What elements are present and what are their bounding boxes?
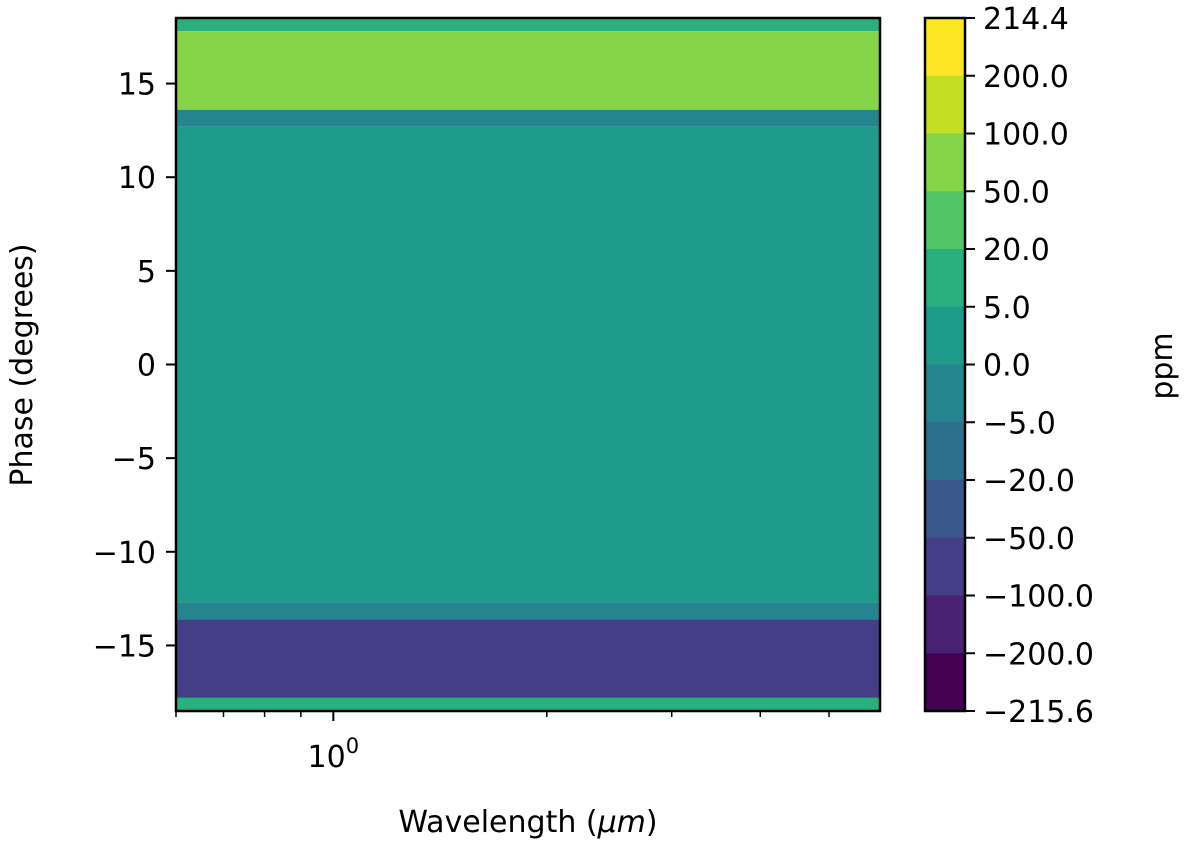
heatmap-band <box>176 126 880 603</box>
colorbar-tick-label: 100.0 <box>983 118 1069 153</box>
heatmap-band <box>176 602 880 620</box>
y-tick-label: 0 <box>137 349 156 384</box>
colorbar: 214.4 200.0 100.0 50.0 20.0 5.0 0.0 −5.0 −20.0 −5… <box>923 2 1094 730</box>
y-tick-label: −15 <box>93 629 156 664</box>
colorbar-tick-label: −5.0 <box>983 406 1056 441</box>
y-tick-label: 10 <box>118 161 156 196</box>
y-axis-label: Phase (degrees) <box>5 243 40 486</box>
colorbar-tick-label: −100.0 <box>983 580 1094 615</box>
heatmap-band <box>176 109 880 127</box>
colorbar-tick-label: −20.0 <box>983 464 1075 499</box>
colorbar-segment <box>925 480 965 539</box>
colorbar-segment <box>925 75 965 134</box>
heatmap-band <box>176 18 880 32</box>
y-tick-label: 5 <box>137 255 156 290</box>
colorbar-segment <box>925 249 965 308</box>
colorbar-tick-label: 20.0 <box>983 233 1050 268</box>
colorbar-segment <box>925 537 965 596</box>
colorbar-tick-label: 200.0 <box>983 60 1069 95</box>
colorbar-segment <box>925 133 965 192</box>
colorbar-tick-label: −200.0 <box>983 637 1094 672</box>
colorbar-segment <box>925 18 965 77</box>
x-tick-label: 100 <box>308 734 360 775</box>
y-axis: 15 10 5 0 −5 −10 −15 <box>93 68 176 664</box>
x-axis-label: Wavelength (μm) <box>398 805 657 840</box>
heatmap-band <box>176 619 880 698</box>
y-tick-label: 15 <box>118 68 156 103</box>
colorbar-tick-label: −215.6 <box>983 695 1094 730</box>
colorbar-segment <box>925 653 965 712</box>
heatmap-band <box>176 697 880 711</box>
heatmap-band <box>176 31 880 110</box>
y-tick-label: −5 <box>112 442 156 477</box>
colorbar-segment <box>925 306 965 365</box>
colorbar-label: ppm <box>1145 332 1180 399</box>
colorbar-tick-label: −50.0 <box>983 522 1075 557</box>
heatmap-area <box>176 18 880 711</box>
colorbar-tick-label: 5.0 <box>983 291 1031 326</box>
colorbar-segment <box>925 191 965 250</box>
colorbar-segment <box>925 422 965 481</box>
colorbar-tick-label: 0.0 <box>983 349 1031 384</box>
colorbar-segment <box>925 595 965 654</box>
x-axis: 100 <box>175 711 830 775</box>
colorbar-tick-label: 50.0 <box>983 175 1050 210</box>
y-tick-label: −10 <box>93 536 156 571</box>
colorbar-segment <box>925 364 965 423</box>
colorbar-tick-label: 214.4 <box>983 2 1069 37</box>
